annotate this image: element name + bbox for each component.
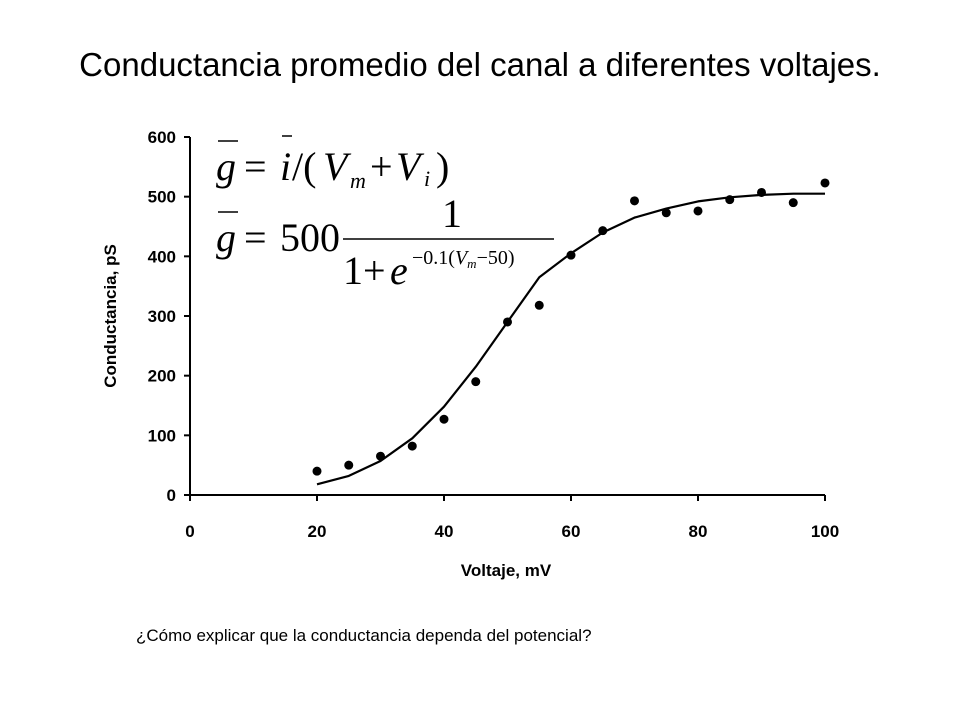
- eq1-close: ): [436, 144, 449, 189]
- x-tick-label: 80: [689, 522, 708, 541]
- eq2-exp-tail: −50): [477, 247, 515, 269]
- y-tick-label: 400: [148, 247, 176, 266]
- y-tick-label: 200: [148, 367, 176, 386]
- y-axis-title: Conductancia, pS: [101, 244, 120, 388]
- data-point: [439, 414, 449, 424]
- eq2-e: e: [390, 248, 408, 293]
- slide-title: Conductancia promedio del canal a difere…: [79, 46, 881, 83]
- eq1-Vi: V: [396, 144, 425, 189]
- eq1-lhs: g: [216, 144, 236, 189]
- eq1-i-sub: i: [424, 166, 430, 191]
- eq1-div: /(: [292, 144, 316, 189]
- eq2-exp-m: m: [467, 256, 476, 271]
- data-point: [661, 208, 671, 218]
- data-point: [630, 196, 639, 206]
- eq1-m: m: [350, 168, 366, 193]
- y-tick-label: 600: [148, 128, 176, 147]
- eq1-plus: +: [370, 144, 393, 189]
- eq1-equals: =: [244, 144, 267, 189]
- y-tick-label: 0: [167, 486, 176, 505]
- axes: [189, 137, 825, 496]
- data-point: [693, 206, 703, 216]
- data-point: [788, 198, 798, 208]
- eq2-exponent: −0.1(Vm−50): [412, 247, 515, 271]
- y-tick-label: 300: [148, 307, 176, 326]
- eq2-equals: =: [244, 215, 267, 260]
- eq1-V: V: [323, 144, 352, 189]
- data-point: [820, 178, 830, 188]
- data-point: [534, 300, 544, 310]
- eq2-numerator: 1: [442, 191, 462, 236]
- eq1-i: i: [280, 144, 291, 189]
- x-ticks: 0 20 40 60 80 100: [185, 495, 839, 541]
- x-tick-label: 40: [435, 522, 454, 541]
- x-axis-title: Voltaje, mV: [461, 561, 552, 580]
- y-tick-label: 500: [148, 188, 176, 207]
- eq2-exp-head: −0.1(: [412, 247, 455, 269]
- data-point: [407, 441, 417, 451]
- eq2-exp-V: V: [455, 247, 470, 269]
- eq2-lhs: g: [216, 215, 236, 260]
- chart-marks: [312, 178, 830, 486]
- fit-curve: [316, 192, 825, 486]
- x-tick-label: 100: [811, 522, 839, 541]
- question-text: ¿Cómo explicar que la conductancia depen…: [136, 626, 592, 645]
- data-point: [344, 460, 354, 470]
- y-ticks: 0 100 200 300 400 500 600: [148, 128, 190, 505]
- x-tick-label: 0: [185, 522, 194, 541]
- data-point: [471, 377, 481, 387]
- y-tick-label: 100: [148, 426, 176, 445]
- x-tick-label: 20: [308, 522, 327, 541]
- eq2-coef: 500: [280, 215, 340, 260]
- x-tick-label: 60: [562, 522, 581, 541]
- equation-1: g = i /( V m + V i ): [216, 135, 449, 193]
- equation-2: g = 500 1 1+ e −0.1(Vm−50): [216, 191, 554, 293]
- data-point: [312, 466, 322, 476]
- eq2-den-base: 1+: [343, 248, 386, 293]
